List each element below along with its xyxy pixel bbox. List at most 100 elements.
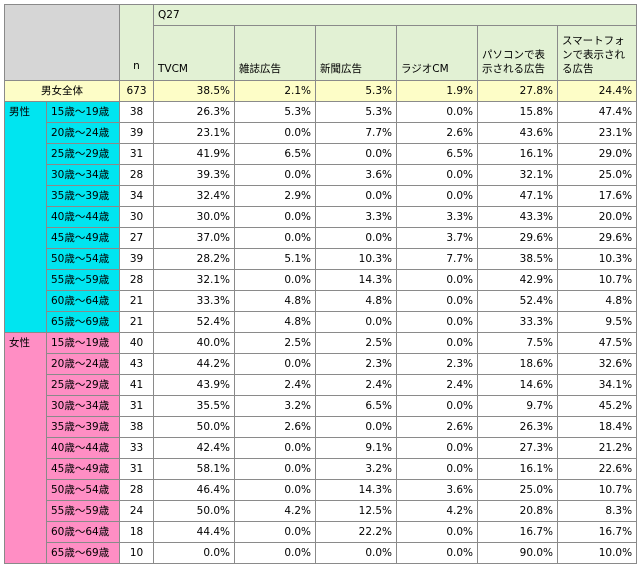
percent-cell: 39.3% [153, 164, 235, 186]
percent-cell: 0.0% [396, 458, 478, 480]
percent-cell: 3.6% [396, 479, 478, 501]
percent-cell: 33.3% [477, 311, 558, 333]
percent-cell: 22.2% [315, 521, 397, 543]
column-header: 雑誌広告 [234, 25, 316, 81]
percent-cell: 32.1% [153, 269, 235, 291]
percent-cell: 50.0% [153, 416, 235, 438]
percent-cell: 47.1% [477, 185, 558, 207]
column-header: ラジオCM [396, 25, 478, 81]
percent-cell: 10.7% [556, 269, 638, 291]
female-row: 55歳～59歳 24 50.0% 4.2% 12.5% 4.2% 20.8% 8.3% [5, 500, 638, 522]
percent-cell: 32.1% [477, 164, 558, 186]
percent-cell: 0.0% [396, 542, 478, 564]
percent-cell: 0.0% [234, 437, 316, 459]
percent-cell: 0.0% [396, 437, 478, 459]
percent-cell: 40.0% [153, 332, 235, 354]
percent-cell: 0.0% [396, 269, 478, 291]
percent-cell: 7.7% [396, 248, 478, 270]
percent-cell: 3.3% [396, 206, 478, 228]
n-header: n [119, 4, 154, 81]
male-row: 30歳～34歳 28 39.3% 0.0% 3.6% 0.0% 32.1% 25.0% [5, 164, 638, 186]
n-value: 43 [119, 353, 154, 375]
column-header: パソコンで表示される広告 [477, 25, 558, 81]
percent-cell: 4.8% [234, 311, 316, 333]
age-label: 60歳～64歳 [46, 290, 120, 312]
n-value: 18 [119, 521, 154, 543]
male-row: 45歳～49歳 27 37.0% 0.0% 0.0% 3.7% 29.6% 29.6% [5, 227, 638, 249]
n-value: 27 [119, 227, 154, 249]
percent-cell: 10.0% [556, 542, 638, 564]
percent-cell: 10.3% [315, 248, 397, 270]
percent-cell: 52.4% [153, 311, 235, 333]
percent-cell: 0.0% [234, 164, 316, 186]
percent-cell: 10.3% [556, 248, 638, 270]
female-row: 30歳～34歳 31 35.5% 3.2% 6.5% 0.0% 9.7% 45.2% [5, 395, 638, 417]
age-label: 55歳～59歳 [46, 500, 120, 522]
percent-cell: 4.2% [234, 500, 316, 522]
question-label: Q27 [152, 4, 638, 26]
percent-cell: 3.2% [315, 458, 397, 480]
percent-cell: 38.5% [477, 248, 558, 270]
female-row: 40歳～44歳 33 42.4% 0.0% 9.1% 0.0% 27.3% 21.2% [5, 437, 638, 459]
percent-cell: 23.1% [556, 122, 638, 144]
column-header: スマートフォンで表示される広告 [556, 25, 638, 81]
total-value: 2.1% [234, 80, 316, 102]
percent-cell: 20.0% [556, 206, 638, 228]
age-label: 40歳～44歳 [46, 437, 120, 459]
n-value: 21 [119, 311, 154, 333]
n-value: 24 [119, 500, 154, 522]
percent-cell: 47.4% [556, 101, 638, 123]
percent-cell: 16.1% [477, 143, 558, 165]
column-header: 新聞広告 [315, 25, 397, 81]
age-label: 20歳～24歳 [46, 353, 120, 375]
percent-cell: 52.4% [477, 290, 558, 312]
percent-cell: 9.1% [315, 437, 397, 459]
percent-cell: 26.3% [477, 416, 558, 438]
total-n: 673 [119, 80, 154, 102]
percent-cell: 2.3% [315, 353, 397, 375]
percent-cell: 32.6% [556, 353, 638, 375]
percent-cell: 25.0% [477, 479, 558, 501]
percent-cell: 9.7% [477, 395, 558, 417]
percent-cell: 9.5% [556, 311, 638, 333]
percent-cell: 0.0% [396, 101, 478, 123]
percent-cell: 2.9% [234, 185, 316, 207]
percent-cell: 22.6% [556, 458, 638, 480]
percent-cell: 42.9% [477, 269, 558, 291]
survey-table: n Q27 TVCM 雑誌広告 新聞広告 ラジオCM パソコンで表示される広告 … [4, 4, 638, 564]
percent-cell: 29.6% [477, 227, 558, 249]
total-value: 27.8% [477, 80, 558, 102]
total-value: 5.3% [315, 80, 397, 102]
age-label: 25歳～29歳 [46, 143, 120, 165]
percent-cell: 47.5% [556, 332, 638, 354]
percent-cell: 4.8% [556, 290, 638, 312]
male-group-label: 男性 [4, 101, 47, 333]
age-label: 60歳～64歳 [46, 521, 120, 543]
percent-cell: 0.0% [396, 185, 478, 207]
percent-cell: 0.0% [396, 311, 478, 333]
percent-cell: 43.9% [153, 374, 235, 396]
n-value: 38 [119, 416, 154, 438]
total-value: 24.4% [556, 80, 638, 102]
percent-cell: 0.0% [234, 206, 316, 228]
percent-cell: 21.2% [556, 437, 638, 459]
percent-cell: 2.4% [396, 374, 478, 396]
percent-cell: 23.1% [153, 122, 235, 144]
n-value: 31 [119, 143, 154, 165]
percent-cell: 0.0% [234, 269, 316, 291]
percent-cell: 42.4% [153, 437, 235, 459]
percent-cell: 5.3% [234, 101, 316, 123]
male-row: 60歳～64歳 21 33.3% 4.8% 4.8% 0.0% 52.4% 4.8% [5, 290, 638, 312]
n-value: 28 [119, 269, 154, 291]
percent-cell: 0.0% [234, 458, 316, 480]
percent-cell: 2.6% [396, 416, 478, 438]
percent-cell: 34.1% [556, 374, 638, 396]
percent-cell: 0.0% [234, 479, 316, 501]
percent-cell: 2.4% [315, 374, 397, 396]
percent-cell: 0.0% [396, 332, 478, 354]
female-row: 60歳～64歳 18 44.4% 0.0% 22.2% 0.0% 16.7% 16.7% [5, 521, 638, 543]
percent-cell: 41.9% [153, 143, 235, 165]
percent-cell: 43.3% [477, 206, 558, 228]
percent-cell: 90.0% [477, 542, 558, 564]
percent-cell: 46.4% [153, 479, 235, 501]
